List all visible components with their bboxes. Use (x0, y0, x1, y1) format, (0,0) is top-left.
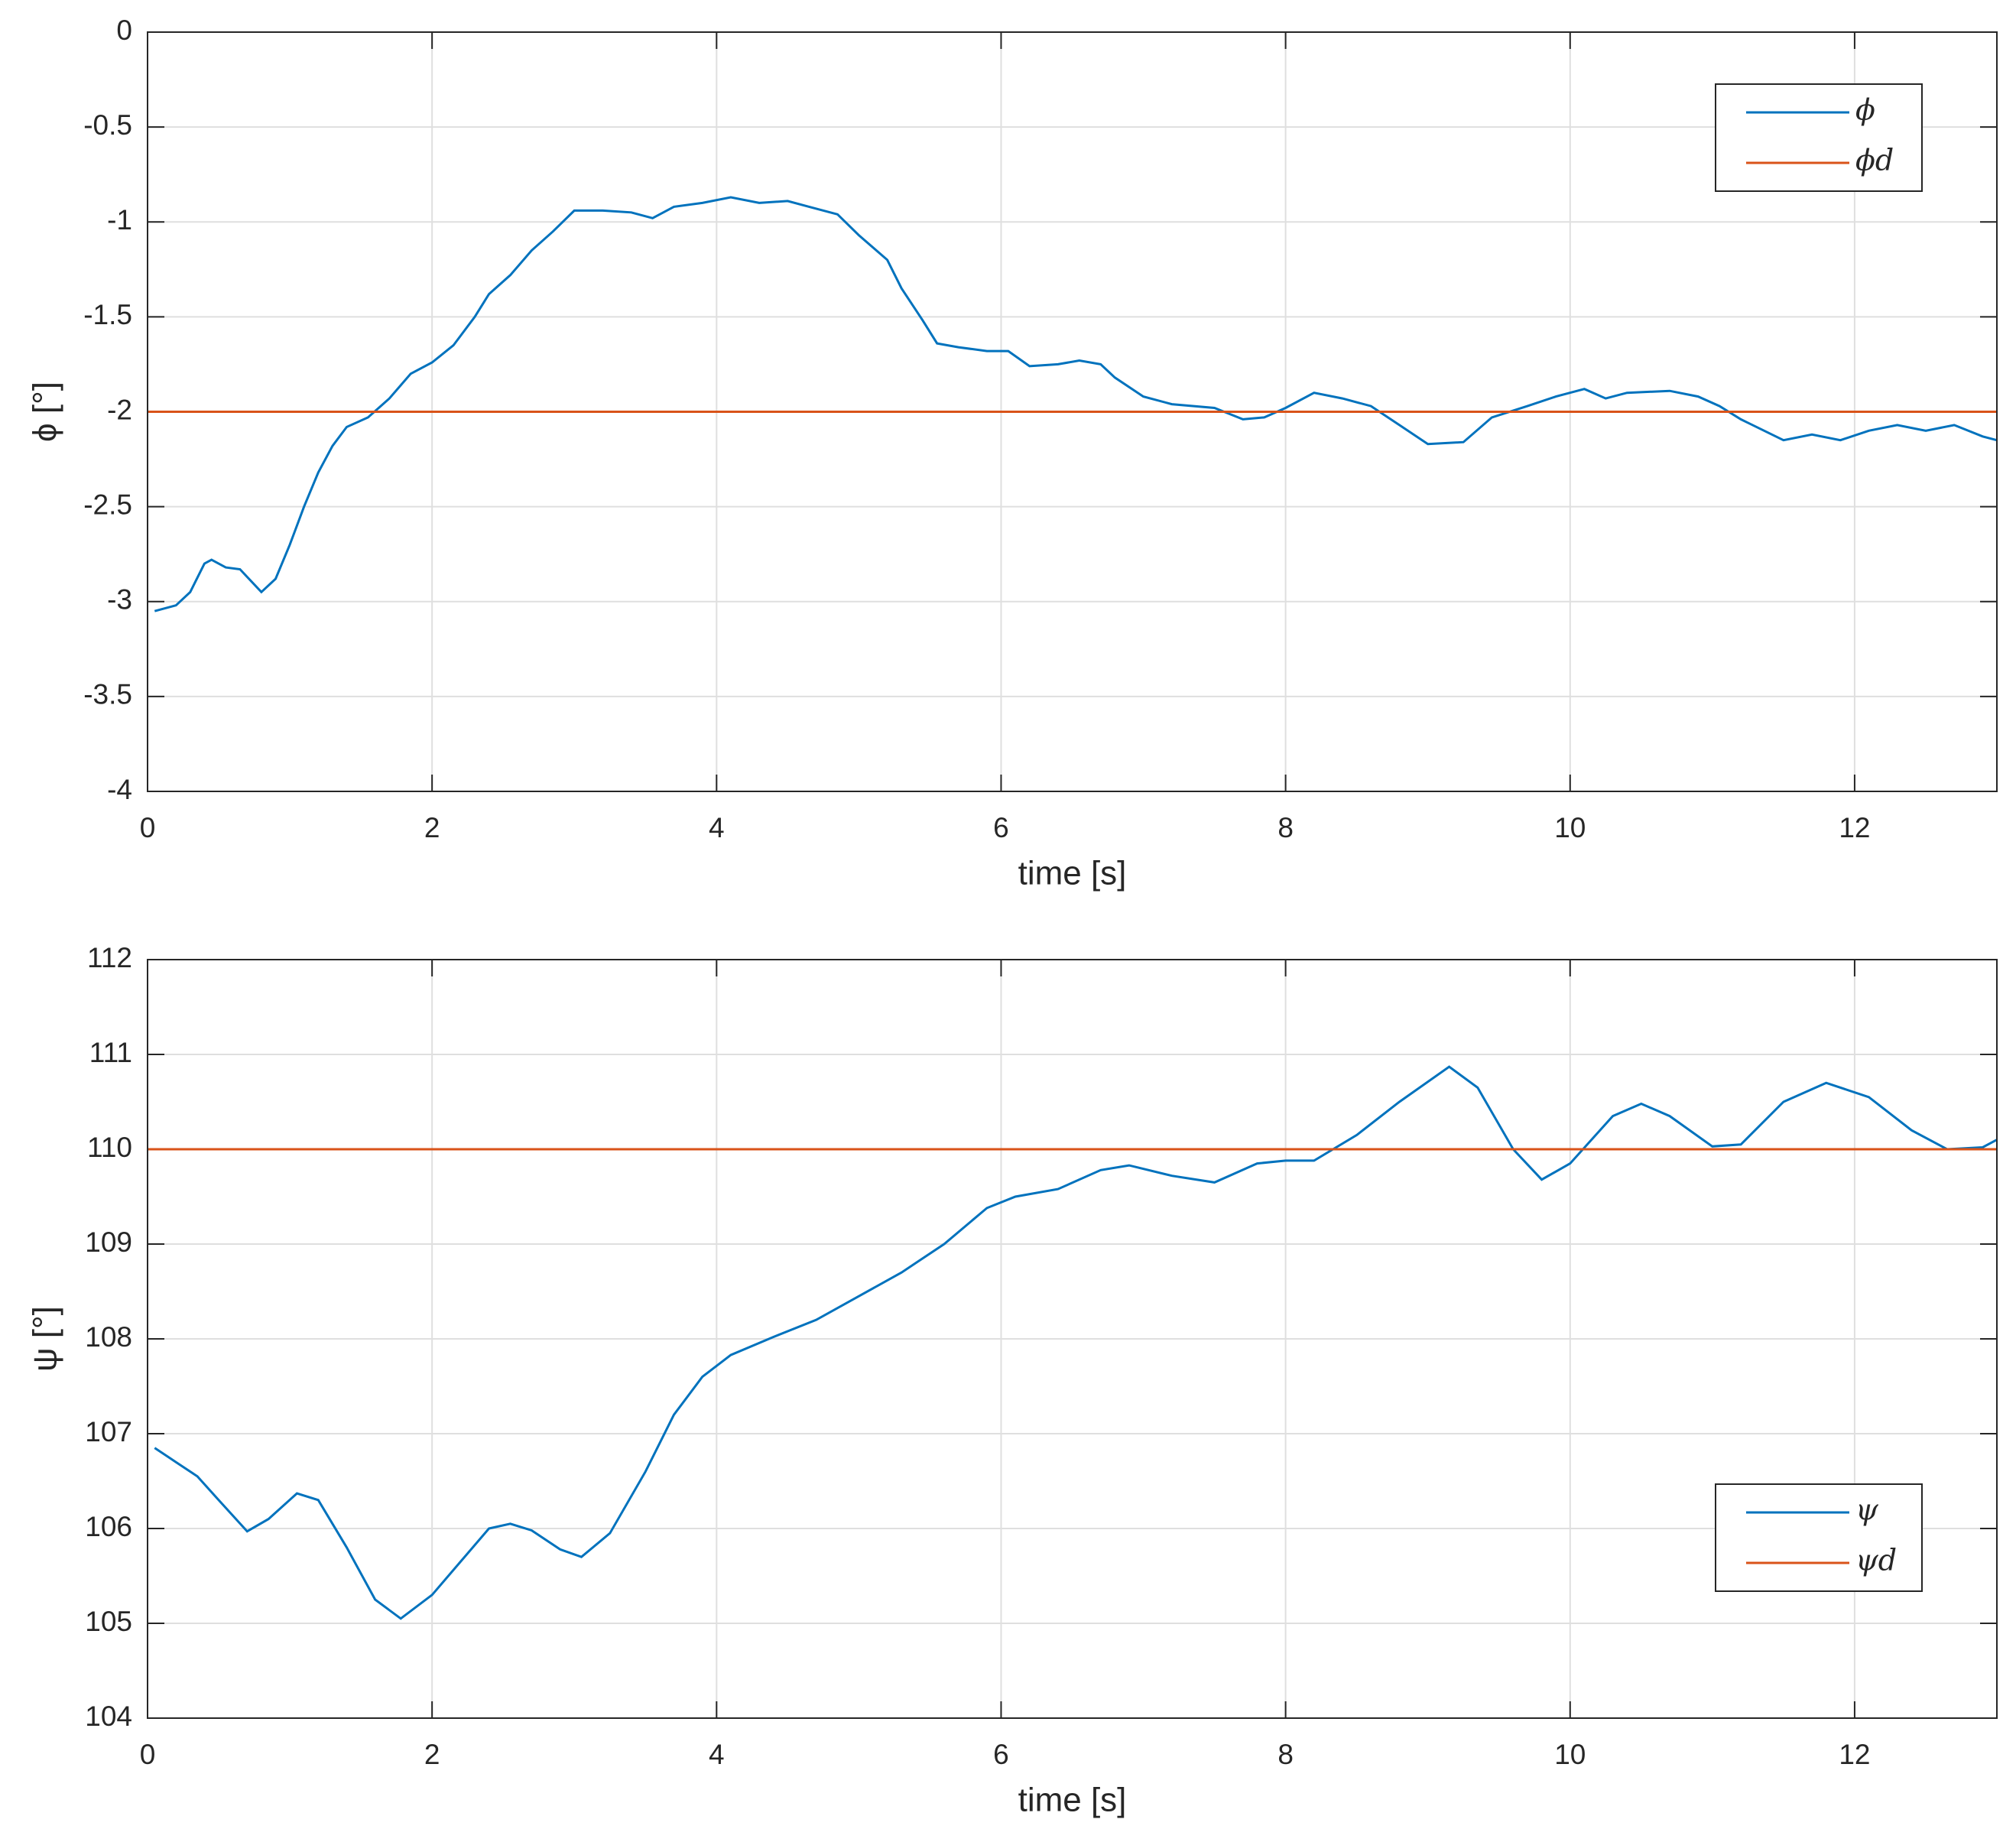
x-tick-label: 10 (1554, 812, 1586, 843)
y-tick-label: -0.5 (83, 109, 132, 141)
legend-box (1715, 1483, 1923, 1592)
y-axis-label: ψ [°] (27, 1306, 64, 1372)
axes: 0 2 4 6 8 10 12 0 -0.5 -1 -1.5 -2 -2.5 -3 -3.5 -4 time [… (27, 15, 1998, 892)
x-tick-label: 0 (140, 1739, 156, 1770)
legend: ψ ψd (1715, 1483, 1923, 1592)
y-tick-label: 105 (85, 1606, 132, 1637)
axes-box (147, 31, 1998, 792)
axes: 0 2 4 6 8 10 12 104 105 106 107 108 109 110 111 112 time… (27, 942, 1998, 1819)
y-tick-label: 0 (116, 15, 132, 46)
x-tick-label: 8 (1277, 1739, 1294, 1770)
y-tick-label: 109 (85, 1226, 132, 1258)
x-tick-label: 12 (1839, 812, 1870, 843)
axes-box (147, 959, 1998, 1719)
x-tick-label: 6 (993, 812, 1009, 843)
y-tick-label: 111 (89, 1037, 132, 1068)
y-tick-label: -2 (107, 394, 132, 425)
x-tick-label: 2 (424, 812, 440, 843)
y-axis-label: ϕ [°] (27, 382, 64, 442)
x-tick-label: 4 (709, 1739, 725, 1770)
y-tick-label: 106 (85, 1511, 132, 1542)
x-axis-label: time [s] (1018, 1782, 1127, 1819)
x-tick-label: 6 (993, 1739, 1009, 1770)
legend-box (1715, 83, 1923, 192)
y-tick-label: -3.5 (83, 679, 132, 710)
y-tick-label: 107 (85, 1416, 132, 1447)
y-tick-label: -4 (107, 774, 132, 805)
y-tick-label: -1 (107, 204, 132, 236)
data-line (154, 196, 1998, 612)
x-tick-label: 10 (1554, 1739, 1586, 1770)
legend-label: ϕd (1855, 144, 1894, 177)
x-tick-label: 4 (709, 812, 725, 843)
legend-label: ψd (1855, 1544, 1897, 1577)
x-tick-label: 12 (1839, 1739, 1870, 1770)
y-tick-label: 104 (85, 1701, 132, 1732)
y-tick-label: 110 (87, 1132, 132, 1163)
x-tick-label: 0 (140, 812, 156, 843)
legend-label: ψ (1855, 1493, 1879, 1527)
legend: ϕ ϕd (1715, 83, 1923, 192)
y-tick-label: -3 (107, 584, 132, 616)
x-axis-label: time [s] (1018, 855, 1127, 892)
legend-label: ϕ (1855, 93, 1875, 127)
y-tick-label: 108 (85, 1321, 132, 1353)
data-line (154, 1065, 1998, 1620)
x-tick-label: 8 (1277, 812, 1294, 843)
x-tick-label: 2 (424, 1739, 440, 1770)
y-tick-label: -2.5 (83, 489, 132, 520)
y-tick-label: 112 (87, 942, 132, 973)
y-tick-label: -1.5 (83, 299, 132, 330)
